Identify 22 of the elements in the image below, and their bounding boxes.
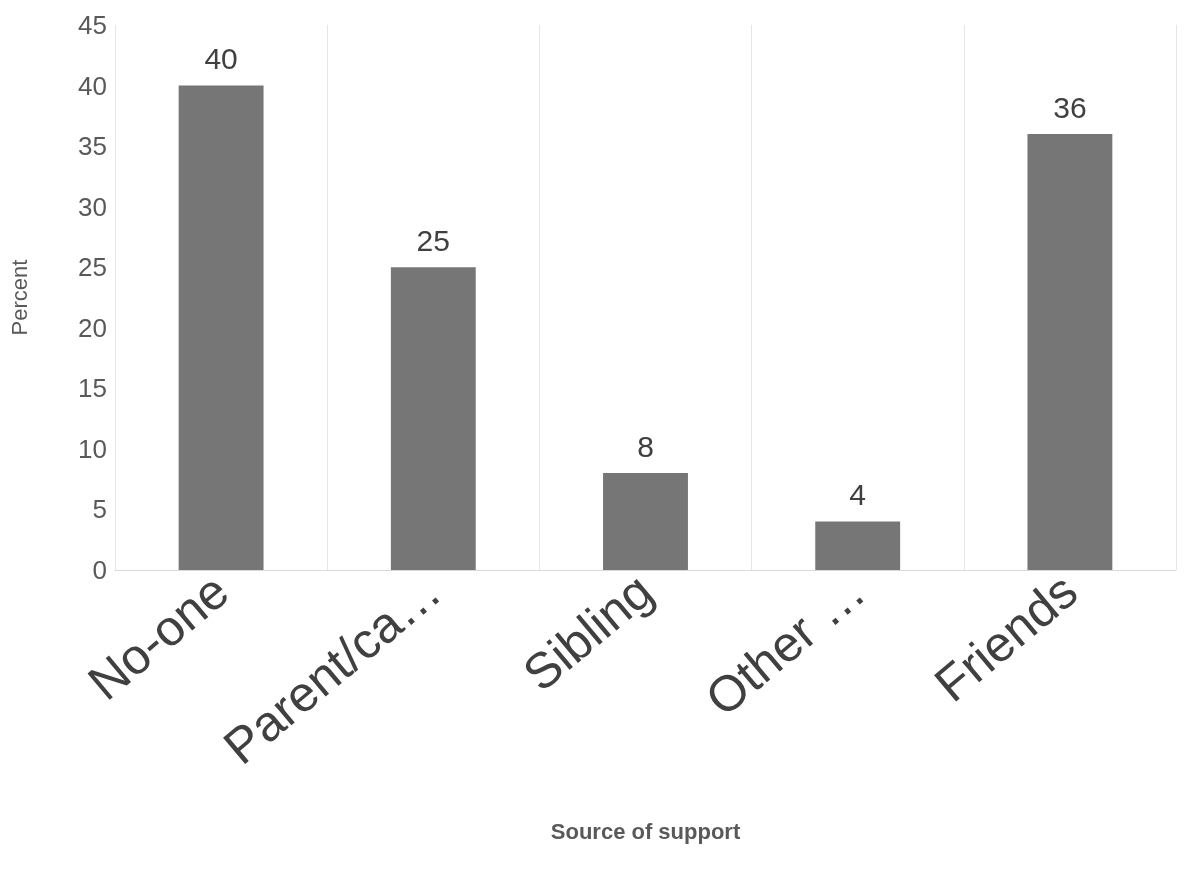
bar	[1027, 134, 1113, 570]
y-tick-label: 20	[78, 312, 107, 343]
y-tick-label: 25	[78, 252, 107, 283]
data-label: 4	[849, 478, 867, 512]
y-axis-title: Percent	[6, 259, 32, 336]
y-tick-label: 45	[78, 10, 107, 40]
bar	[178, 85, 264, 570]
y-tick-label: 35	[78, 131, 107, 162]
y-tick-label: 10	[78, 433, 107, 464]
y-tick-label: 5	[92, 494, 107, 525]
data-label: 25	[416, 223, 450, 257]
y-tick-label: 0	[92, 555, 107, 585]
bar	[815, 521, 901, 570]
y-tick-label: 30	[78, 191, 107, 222]
data-label: 8	[637, 429, 654, 463]
x-axis-title: Source of support	[550, 818, 741, 844]
y-tick-label: 15	[78, 373, 107, 404]
y-tick-label: 40	[78, 70, 107, 101]
bar	[390, 267, 476, 570]
bar	[603, 473, 688, 570]
data-label: 36	[1053, 90, 1087, 124]
data-label: 40	[204, 42, 238, 76]
